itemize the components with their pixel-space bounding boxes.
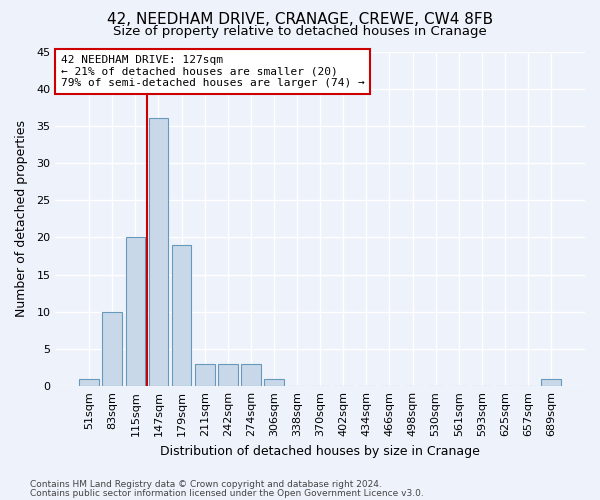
Y-axis label: Number of detached properties: Number of detached properties (15, 120, 28, 318)
Bar (218, 364, 238, 386)
Text: Contains public sector information licensed under the Open Government Licence v3: Contains public sector information licen… (30, 488, 424, 498)
Bar (79, 378, 99, 386)
Text: Contains HM Land Registry data © Crown copyright and database right 2024.: Contains HM Land Registry data © Crown c… (30, 480, 382, 489)
Bar (264, 378, 284, 386)
X-axis label: Distribution of detached houses by size in Cranage: Distribution of detached houses by size … (160, 444, 480, 458)
Bar (125, 238, 145, 386)
Text: 42 NEEDHAM DRIVE: 127sqm
← 21% of detached houses are smaller (20)
79% of semi-d: 42 NEEDHAM DRIVE: 127sqm ← 21% of detach… (61, 55, 364, 88)
Text: 42, NEEDHAM DRIVE, CRANAGE, CREWE, CW4 8FB: 42, NEEDHAM DRIVE, CRANAGE, CREWE, CW4 8… (107, 12, 493, 28)
Text: Size of property relative to detached houses in Cranage: Size of property relative to detached ho… (113, 25, 487, 38)
Bar (241, 364, 260, 386)
Bar (172, 245, 191, 386)
Bar (149, 118, 169, 386)
Bar (541, 378, 561, 386)
Bar (103, 312, 122, 386)
Bar (195, 364, 215, 386)
